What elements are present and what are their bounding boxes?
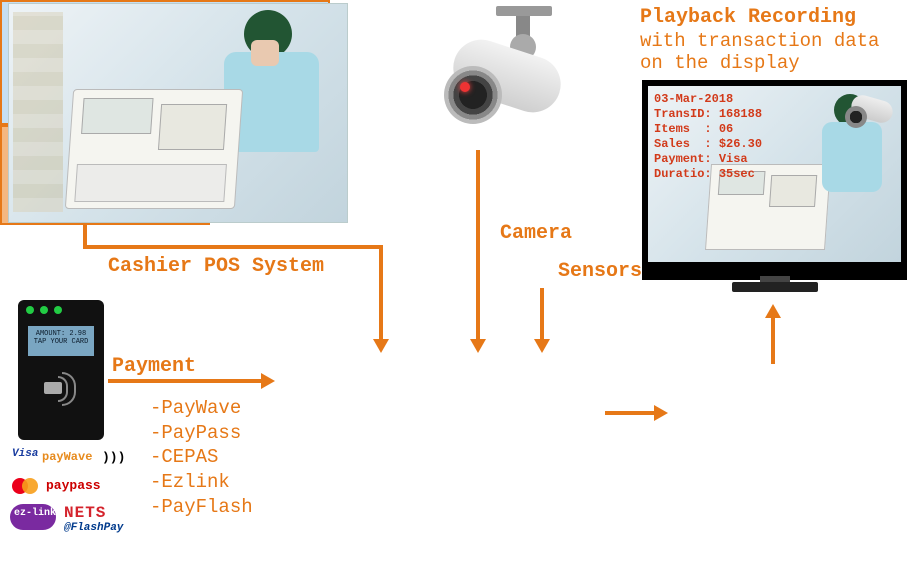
payment-method-item: -PayFlash — [150, 495, 253, 520]
security-camera-illustration — [438, 6, 568, 146]
label-sensors: Sensors — [558, 260, 642, 283]
ovl-items: Items : 06 — [654, 122, 762, 137]
arrow-sensors-to-main — [540, 288, 544, 341]
overlay-transaction-text: 03-Mar-2018TransID: 168188Items : 06Sale… — [654, 92, 762, 182]
payment-terminal-illustration: AMOUNT: 2.98 TAP YOUR CARD — [18, 300, 104, 440]
playback-sub1: with transaction data — [640, 30, 879, 52]
brand-nets: NETS — [64, 504, 106, 522]
payment-method-item: -CEPAS — [150, 445, 253, 470]
ovl-sales: Sales : $26.30 — [654, 137, 762, 152]
brand-ezlink-icon: ez-link — [10, 504, 56, 530]
brand-wave-icon: ))) — [102, 450, 125, 465]
cashier-pos-photo — [8, 3, 348, 223]
arrow-payment-to-main — [108, 379, 263, 383]
brand-paywave: payWave — [42, 450, 92, 464]
label-payment: Payment — [112, 355, 196, 378]
arrow-main-to-archive — [605, 411, 656, 415]
payment-brands-block: Visa payWave ))) paypass ez-link NETS @F… — [10, 448, 150, 558]
ovl-payment: Payment: Visa — [654, 152, 762, 167]
arrow-archive-to-tv — [771, 316, 775, 364]
label-cashier-pos: Cashier POS System — [108, 255, 324, 278]
payment-method-item: -Ezlink — [150, 470, 253, 495]
brand-mastercard-icon — [12, 476, 42, 496]
payment-method-item: -PayWave — [150, 396, 253, 421]
ovl-transid: TransID: 168188 — [654, 107, 762, 122]
terminal-display-text: AMOUNT: 2.98 TAP YOUR CARD — [28, 326, 94, 356]
arrow-pos-to-main — [83, 225, 87, 247]
payment-methods-list: -PayWave -PayPass -CEPAS -Ezlink -PayFla… — [150, 396, 253, 519]
playback-sub2: on the display — [640, 52, 800, 74]
brand-flashpay: @FlashPay — [64, 522, 123, 534]
payment-method-item: -PayPass — [150, 421, 253, 446]
label-camera: Camera — [500, 222, 572, 245]
brand-visa: Visa — [12, 448, 38, 460]
playback-tv: 03-Mar-2018TransID: 168188Items : 06Sale… — [642, 80, 907, 280]
ovl-duration: Duratio: 35sec — [654, 167, 762, 182]
playback-title: Playback Recording — [640, 6, 856, 29]
arrow-camera-to-main — [476, 150, 480, 341]
brand-paypass: paypass — [46, 478, 101, 493]
